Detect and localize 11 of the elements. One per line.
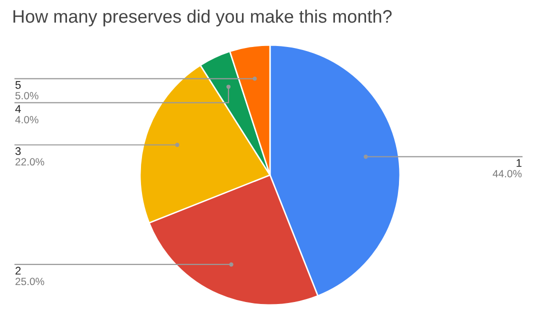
slice-label: 3 — [15, 147, 21, 156]
data-label: 22.0% — [16, 158, 44, 166]
data-label: 5.0% — [15, 92, 38, 100]
chart-title: How many preserves did you make this month? — [13, 10, 392, 26]
slice-label: 5 — [15, 81, 21, 89]
data-label: 25.0% — [16, 278, 44, 286]
slice-label: 1 — [516, 159, 522, 167]
data-label: 44.0% — [492, 170, 522, 178]
data-label: 4.0% — [15, 116, 38, 124]
slice-label: 2 — [16, 266, 21, 275]
slice-label: 4 — [15, 105, 21, 113]
